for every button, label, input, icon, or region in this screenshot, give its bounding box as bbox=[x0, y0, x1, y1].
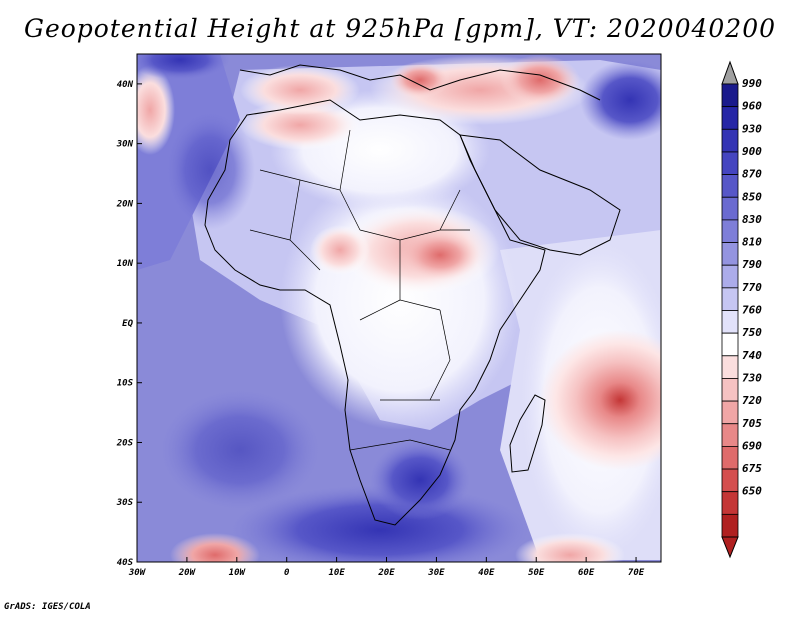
colorbar-swatch bbox=[721, 83, 739, 108]
map-frame bbox=[136, 53, 662, 563]
colorbar-upper-arrow bbox=[721, 60, 739, 85]
colorbar-label: 730 bbox=[742, 371, 762, 384]
lon-tick-label: 50E bbox=[528, 568, 545, 578]
borders bbox=[249, 129, 470, 451]
colorbar-swatch bbox=[721, 151, 739, 175]
colorbar-swatch bbox=[721, 287, 739, 311]
colorbar-label: 870 bbox=[742, 168, 762, 181]
colorbar-swatch bbox=[721, 378, 739, 402]
lon-tick-label: 20E bbox=[377, 568, 395, 578]
colorbar-swatch bbox=[721, 445, 739, 470]
footer-credit: GrADS: IGES/COLA bbox=[4, 602, 91, 612]
colorbar-swatch bbox=[721, 513, 739, 538]
colorbar-label: 750 bbox=[742, 326, 762, 339]
lat-tick-label: 40S bbox=[117, 558, 134, 568]
lat-tick-label: 40N bbox=[117, 80, 134, 90]
arabia-coastline bbox=[459, 134, 621, 256]
colorbar-lower-arrow bbox=[721, 536, 739, 559]
colorbar-label: 830 bbox=[742, 213, 762, 226]
colorbar-label: 760 bbox=[742, 304, 762, 317]
madagascar-coastline bbox=[509, 394, 546, 473]
colorbar-label: 705 bbox=[742, 417, 762, 430]
europe-coastline bbox=[239, 64, 601, 101]
colorbar-label: 720 bbox=[742, 394, 762, 407]
colorbar-swatch bbox=[721, 196, 739, 221]
lat-tick-label: 30S bbox=[116, 498, 134, 508]
lon-tick-label: 30E bbox=[427, 568, 445, 578]
colorbar-label: 930 bbox=[742, 122, 762, 135]
lon-tick-label: 70E bbox=[628, 568, 645, 578]
colorbar-swatch bbox=[721, 242, 739, 266]
lat-tick-label: 20S bbox=[116, 438, 134, 448]
lon-tick-label: 10E bbox=[328, 568, 345, 578]
colorbar-label: 790 bbox=[742, 258, 762, 271]
colorbar-swatch bbox=[721, 400, 739, 425]
lat-tick-label: 10S bbox=[117, 379, 134, 389]
map-title: Geopotential Height at 925hPa [gpm], VT:… bbox=[23, 14, 777, 43]
lon-tick-label: 60E bbox=[578, 568, 595, 578]
colorbar-swatch bbox=[721, 355, 739, 379]
colorbar-swatch bbox=[721, 106, 739, 130]
colorbar-swatch bbox=[721, 219, 739, 243]
colorbar-label: 810 bbox=[742, 236, 762, 249]
colorbar-label: 740 bbox=[742, 349, 762, 362]
colorbar-label: 990 bbox=[742, 77, 762, 90]
colorbar-label: 690 bbox=[742, 439, 762, 452]
colorbar-swatch bbox=[721, 491, 739, 515]
lat-tick-label: 10N bbox=[117, 259, 134, 269]
axis-ticks: 30W 20W 10W 0 10E 20E 30E 40E 50E 60E 70E 40N 30N 20N… bbox=[116, 80, 645, 578]
colorbar-label: 770 bbox=[742, 281, 762, 294]
colorbar-swatch bbox=[721, 468, 739, 493]
field-layer bbox=[137, 54, 661, 562]
colorbar-label: 900 bbox=[742, 145, 762, 158]
lat-tick-label: 20N bbox=[116, 199, 134, 209]
colorbar-swatch bbox=[721, 423, 739, 447]
colorbar-swatch bbox=[721, 264, 739, 289]
colorbar-swatch bbox=[721, 174, 739, 198]
colorbar-label: 675 bbox=[742, 462, 762, 475]
lat-tick-label: 30N bbox=[116, 140, 134, 150]
colorbar-swatch bbox=[721, 332, 739, 357]
colorbar-label: 650 bbox=[742, 485, 762, 498]
coastlines bbox=[204, 64, 621, 526]
lon-tick-label: 40E bbox=[478, 568, 495, 578]
colorbar-swatch bbox=[721, 310, 739, 334]
lon-tick-label: 10W bbox=[229, 568, 247, 578]
lat-tick-label: EQ bbox=[122, 319, 133, 329]
lon-tick-label: 20W bbox=[178, 568, 197, 578]
colorbar-label: 960 bbox=[742, 100, 762, 113]
colorbar: 990 960 930 900 870 850 830 810 790 770 760 750 740 7… bbox=[721, 60, 762, 559]
lon-tick-label: 0 bbox=[284, 568, 290, 578]
colorbar-swatch bbox=[721, 128, 739, 153]
lon-tick-label: 30W bbox=[128, 568, 147, 578]
colorbar-label: 850 bbox=[742, 190, 762, 203]
